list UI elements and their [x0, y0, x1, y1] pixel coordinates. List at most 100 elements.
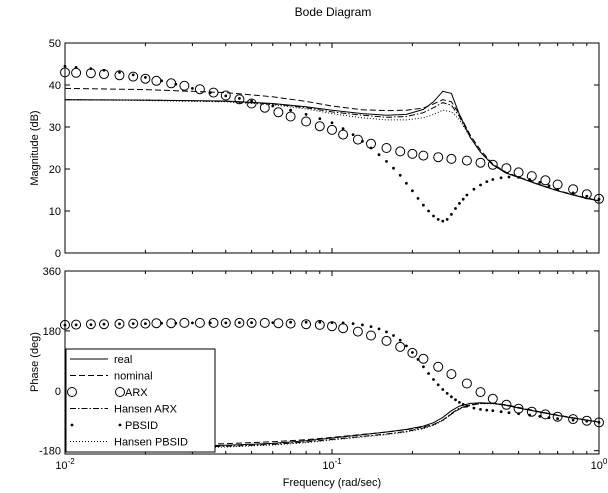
magnitude-series-pbsid-point	[385, 160, 388, 163]
magnitude-series-pbsid-point	[118, 71, 121, 74]
magnitude-series-pbsid-point	[507, 175, 511, 179]
phase-series-arx-point	[407, 347, 418, 358]
legend-entry-pbsid-marker	[70, 423, 74, 427]
phase-series-pbsid-point	[144, 322, 147, 325]
phase-series-pbsid-point	[304, 320, 308, 324]
phase-series-pbsid-point	[556, 417, 559, 421]
magnitude-series-pbsid-point	[351, 133, 355, 137]
phase-series-pbsid-point	[458, 401, 461, 404]
phase-series-pbsid-point	[517, 412, 520, 416]
magnitude-series-pbsid-point	[89, 67, 93, 70]
magnitude-series-pbsid-point	[454, 207, 457, 210]
x-tick-label: 100	[591, 457, 608, 472]
phase-series-arx-point	[179, 317, 190, 328]
magnitude-series-pbsid-point	[208, 91, 212, 94]
phase-series-pbsid-point	[528, 413, 532, 417]
magnitude-series-arx-point	[433, 152, 444, 163]
magnitude-series-pbsid-point	[361, 139, 364, 143]
magnitude-series-pbsid-point	[422, 203, 425, 207]
phase-series-arx-point	[128, 318, 139, 329]
x-tick-labels: 10-2 10-1 100	[55, 457, 608, 472]
magnitude-series-arx-point	[259, 102, 270, 113]
legend-entry-arx-marker	[115, 387, 125, 397]
magnitude-series-arx-point	[338, 129, 349, 140]
legend: real nominal ARX Hansen ARX PBSID Hansen PBSI…	[65, 348, 216, 453]
magnitude-series-arx-point	[446, 153, 457, 164]
phase-series-pbsid-point	[416, 358, 420, 361]
phase-series-arx-point	[540, 409, 551, 420]
phase-series-arx-point	[352, 326, 363, 337]
phase-series-arx-point	[381, 335, 392, 346]
phase-series-pbsid-point	[432, 378, 435, 381]
magnitude-series-pbsid-point	[485, 180, 489, 184]
legend-entry-pbsid-label: PBSID	[125, 420, 158, 432]
magnitude-series-arx-point	[166, 78, 177, 89]
magnitude-series-pbsid-point	[238, 97, 241, 100]
phase-series-arx-point	[140, 318, 151, 329]
legend-entry-hansen-pbsid-label: Hansen PBSID	[114, 437, 188, 449]
phase-series-pbsid-point	[191, 321, 194, 325]
magnitude-series-pbsid-point	[318, 117, 322, 120]
magnitude-x-ticks	[64, 43, 588, 253]
magnitude-series-arx-point	[140, 73, 151, 84]
phase-series-arx-point	[151, 318, 162, 329]
phase-series	[60, 317, 604, 450]
phase-series-pbsid-point	[479, 408, 482, 411]
phase-series-pbsid-point	[472, 406, 476, 410]
phase-series-pbsid-point	[361, 323, 364, 327]
magnitude-series-arx-point	[381, 143, 392, 153]
phase-series-pbsid-point	[385, 330, 388, 334]
x-tick-label: 10-1	[322, 457, 342, 472]
phase-series-pbsid-point	[491, 409, 495, 413]
phase-series-arx-point	[526, 406, 537, 417]
magnitude-series-pbsid-point	[405, 181, 408, 185]
magnitude-series-pbsid-point	[160, 79, 164, 83]
phase-series-pbsid-point	[422, 365, 425, 369]
phase-series-pbsid-point	[392, 334, 395, 337]
magnitude-series-pbsid-point	[330, 121, 334, 125]
magnitude-series-pbsid-point	[472, 187, 476, 191]
magnitude-series-pbsid-point	[547, 184, 551, 188]
magnitude-series-pbsid-point	[392, 166, 395, 170]
legend-entry-nominal-label: nominal	[114, 371, 153, 383]
magnitude-ytick-label: 50	[49, 38, 61, 50]
magnitude-series-pbsid-point	[131, 73, 135, 77]
phase-series-arx-point	[273, 318, 284, 329]
magnitude-series-arx-point	[501, 163, 512, 174]
phase-series-pbsid-point	[238, 321, 241, 324]
magnitude-series-pbsid-point	[528, 178, 532, 181]
phase-series-arx-point	[99, 319, 109, 330]
magnitude-ytick-label: 0	[55, 248, 61, 260]
x-axis-label: Frequency (rad/sec)	[283, 477, 381, 489]
magnitude-series-arx-point	[475, 157, 486, 168]
phase-series-pbsid-point	[351, 322, 355, 325]
magnitude-series-arx-point	[552, 179, 563, 190]
magnitude-series-arx-point	[246, 98, 257, 109]
phase-ylabel: Phase (deg)	[29, 332, 41, 392]
legend-entry-pbsid-marker	[118, 423, 122, 427]
phase-series-pbsid-point	[427, 372, 430, 375]
magnitude-series-arx-point	[179, 80, 190, 91]
phase-series-pbsid-point	[330, 321, 334, 324]
magnitude-series-arx-point	[407, 148, 418, 159]
phase-series-pbsid-point	[538, 415, 542, 418]
phase-series-arx-point	[461, 378, 472, 389]
magnitude-series-pbsid-point	[427, 209, 430, 213]
magnitude-series-pbsid-point	[144, 76, 147, 79]
phase-series-pbsid-point	[377, 327, 381, 331]
legend-entry-hansen-arx-label: Hansen ARX	[114, 404, 178, 416]
magnitude-series-arx-point	[151, 75, 162, 86]
chart-title: Bode Diagram	[295, 5, 372, 19]
phase-series-arx-point	[433, 361, 444, 372]
magnitude-series-pbsid-point	[499, 176, 503, 180]
magnitude-series-pbsid-point	[102, 68, 106, 72]
magnitude-series-pbsid-point	[556, 187, 559, 191]
phase-series-arx-point	[338, 323, 349, 334]
phase-series-arx-point	[395, 341, 406, 352]
magnitude-series-pbsid-point	[465, 193, 469, 197]
magnitude-series-pbsid-point	[461, 197, 465, 201]
phase-series-pbsid-point	[454, 398, 457, 402]
magnitude-series-arx-point	[352, 134, 363, 145]
phase-series-pbsid-point	[405, 344, 408, 348]
